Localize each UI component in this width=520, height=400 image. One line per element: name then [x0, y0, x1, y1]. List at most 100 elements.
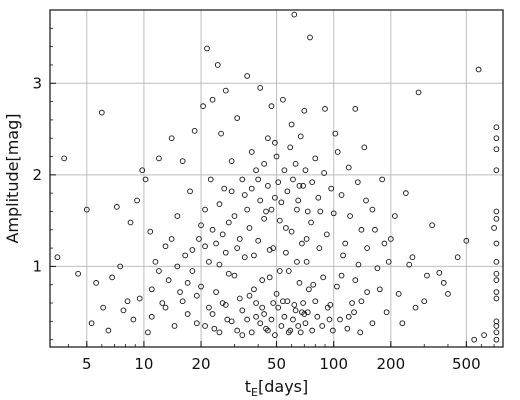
- data-point: [345, 164, 352, 171]
- data-point: [152, 258, 159, 265]
- data-point: [290, 316, 296, 323]
- data-point: [454, 254, 461, 261]
- data-point: [385, 258, 392, 265]
- data-point: [319, 323, 326, 329]
- x-axis-label: tE[days]: [245, 377, 308, 399]
- data-point: [200, 103, 206, 110]
- data-point: [54, 254, 61, 261]
- data-point: [357, 329, 364, 336]
- data-point: [383, 309, 390, 316]
- data-point: [315, 194, 322, 201]
- data-point: [236, 295, 243, 302]
- data-point: [228, 188, 235, 195]
- data-point: [251, 252, 257, 259]
- x-tick-label: 5: [82, 355, 92, 373]
- data-point: [225, 219, 232, 226]
- data-point: [257, 320, 264, 327]
- data-point: [354, 179, 361, 186]
- data-point: [276, 217, 283, 224]
- data-point: [493, 323, 500, 329]
- data-point: [292, 307, 299, 314]
- data-point: [214, 62, 221, 68]
- data-point: [493, 215, 500, 222]
- data-point: [255, 176, 262, 183]
- data-point: [276, 268, 283, 274]
- data-point: [322, 106, 328, 112]
- data-point: [268, 316, 275, 323]
- data-point: [323, 231, 330, 238]
- data-point: [288, 228, 295, 235]
- data-point: [338, 272, 345, 279]
- data-point: [352, 277, 359, 283]
- data-point: [222, 249, 229, 256]
- x-axis-label-unit: [days]: [258, 377, 308, 396]
- data-point: [355, 261, 362, 268]
- data-point: [270, 300, 277, 306]
- data-point: [493, 124, 500, 131]
- data-point: [117, 263, 124, 270]
- data-point: [493, 258, 500, 265]
- data-point: [303, 236, 310, 242]
- data-point: [299, 240, 305, 247]
- data-point: [165, 277, 172, 283]
- data-point: [268, 103, 275, 110]
- data-point: [364, 289, 370, 295]
- data-point: [278, 323, 285, 329]
- data-point: [241, 192, 248, 198]
- data-point: [493, 277, 500, 283]
- data-point: [184, 311, 191, 317]
- data-point: [481, 332, 487, 338]
- data-point: [253, 167, 259, 174]
- data-point: [345, 313, 352, 320]
- data-point: [206, 304, 212, 311]
- data-point: [239, 176, 246, 183]
- data-point: [266, 274, 273, 281]
- x-tick-label: 50: [267, 355, 286, 373]
- data-point: [493, 135, 500, 142]
- data-point: [228, 158, 235, 164]
- data-point: [330, 327, 336, 334]
- data-point: [361, 144, 368, 151]
- data-point: [136, 295, 143, 302]
- data-point: [275, 304, 282, 311]
- data-point: [369, 320, 376, 327]
- data-point: [287, 144, 294, 151]
- data-point: [263, 325, 269, 332]
- data-point: [324, 304, 331, 311]
- data-point: [321, 170, 327, 176]
- data-point: [225, 270, 232, 277]
- data-point: [493, 289, 500, 295]
- data-point: [168, 236, 175, 242]
- data-point: [202, 243, 208, 250]
- data-point: [314, 313, 321, 320]
- data-point: [283, 225, 289, 231]
- data-point: [174, 263, 181, 270]
- data-point: [241, 254, 248, 261]
- data-point: [352, 106, 359, 112]
- data-point: [493, 295, 500, 302]
- x-tick-label: 100: [319, 355, 348, 373]
- data-point: [61, 155, 68, 162]
- data-point: [257, 197, 264, 204]
- x-axis-label-sub: E: [251, 386, 258, 399]
- data-point: [248, 185, 255, 192]
- data-point: [219, 231, 226, 238]
- data-point: [374, 265, 381, 272]
- data-point: [255, 237, 262, 244]
- data-point: [312, 298, 319, 305]
- data-point: [130, 316, 137, 323]
- data-point: [334, 283, 340, 290]
- data-point: [100, 304, 107, 311]
- y-axis-ticks: 1 2 3: [32, 9, 56, 341]
- data-point: [156, 155, 162, 162]
- data-point: [415, 89, 422, 96]
- data-point: [171, 323, 178, 329]
- data-point: [493, 167, 500, 174]
- data-point: [202, 206, 208, 213]
- data-point: [109, 274, 115, 281]
- x-tick-label: 200: [377, 355, 406, 373]
- data-point: [273, 291, 280, 297]
- data-point: [246, 225, 253, 231]
- data-point: [347, 213, 353, 219]
- data-point: [272, 332, 278, 338]
